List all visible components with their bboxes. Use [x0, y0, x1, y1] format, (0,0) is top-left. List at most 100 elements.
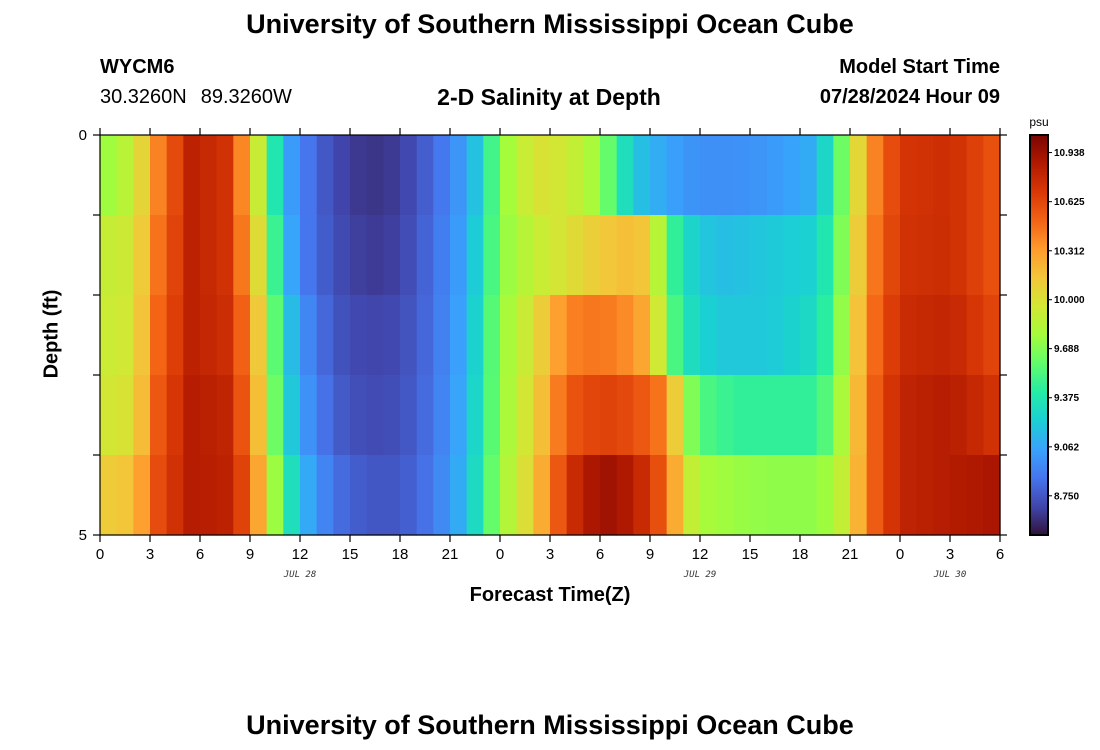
heatmap-cell: [133, 295, 151, 376]
heatmap-cell: [200, 135, 218, 216]
heatmap-cell: [166, 455, 184, 536]
heatmap-cell: [666, 215, 684, 296]
heatmap-cell: [800, 375, 818, 456]
heatmap-cell: [550, 375, 568, 456]
heatmap-cell: [750, 215, 768, 296]
heatmap-cell: [950, 295, 968, 376]
heatmap-cell: [983, 375, 1001, 456]
colorbar-tick-label: 10.000: [1054, 295, 1085, 306]
heatmap-cell: [700, 215, 718, 296]
heatmap-cell: [483, 135, 501, 216]
heatmap-cell: [483, 455, 501, 536]
heatmap-cell: [416, 135, 434, 216]
heatmap-cell: [200, 215, 218, 296]
heatmap-cell: [250, 135, 268, 216]
heatmap-cell: [716, 135, 734, 216]
heatmap-cell: [350, 455, 368, 536]
heatmap-cell: [116, 295, 134, 376]
x-tick-label: 21: [842, 546, 859, 563]
heatmap-cell: [516, 215, 534, 296]
heatmap-cell: [116, 215, 134, 296]
heatmap-cell: [116, 375, 134, 456]
x-tick-label: 0: [896, 546, 904, 563]
heatmap-cell: [866, 295, 884, 376]
heatmap-cell: [450, 215, 468, 296]
heatmap-cell: [583, 375, 601, 456]
x-axis-label: Forecast Time(Z): [469, 584, 631, 606]
heatmap-cell: [800, 455, 818, 536]
heatmap-cell: [600, 135, 618, 216]
heatmap-cell: [133, 135, 151, 216]
heatmap-cell: [766, 375, 784, 456]
heatmap-cell: [216, 375, 234, 456]
x-tick-label: 18: [392, 546, 409, 563]
heatmap-cell: [383, 135, 401, 216]
heatmap-cell: [833, 295, 851, 376]
heatmap-cell: [783, 135, 801, 216]
heatmap-cell: [400, 375, 418, 456]
heatmap-cell: [116, 135, 134, 216]
heatmap-cell: [850, 455, 868, 536]
heatmap-cell: [766, 135, 784, 216]
heatmap-cell: [450, 295, 468, 376]
heatmap-cell: [650, 375, 668, 456]
heatmap-cell: [733, 295, 751, 376]
heatmap-cell: [883, 295, 901, 376]
heatmap-cell: [283, 375, 301, 456]
heatmap-cell: [216, 295, 234, 376]
heatmap-cell: [750, 375, 768, 456]
heatmap-cell: [183, 135, 201, 216]
x-tick-label: 9: [646, 546, 654, 563]
heatmap-cell: [766, 215, 784, 296]
heatmap-cell: [183, 375, 201, 456]
station-coordinates: 30.3260N 89.3260W: [100, 86, 306, 109]
heatmap-cell: [533, 135, 551, 216]
heatmap-cell: [766, 295, 784, 376]
model-start-value: 07/28/2024 Hour 09: [819, 86, 1000, 108]
heatmap-cell: [966, 295, 984, 376]
heatmap-cell: [816, 295, 834, 376]
heatmap-cell: [850, 295, 868, 376]
heatmap-cell: [683, 215, 701, 296]
heatmap-cell: [433, 375, 451, 456]
heatmap-cell: [333, 135, 351, 216]
heatmap-cell: [833, 455, 851, 536]
x-tick-label: 15: [342, 546, 359, 563]
heatmap-cell: [866, 215, 884, 296]
heatmap-cell: [500, 455, 518, 536]
heatmap-cell: [916, 375, 934, 456]
heatmap-cell: [300, 455, 318, 536]
heatmap-cell: [916, 455, 934, 536]
heatmap-cell: [400, 455, 418, 536]
heatmap-cell: [800, 295, 818, 376]
heatmap-cell: [100, 375, 118, 456]
heatmap-cell: [100, 215, 118, 296]
x-tick-label: 6: [196, 546, 204, 563]
heatmap-cell: [566, 295, 584, 376]
heatmap-cell: [216, 455, 234, 536]
colorbar-tick-label: 10.312: [1054, 246, 1085, 257]
heatmap-cell: [833, 375, 851, 456]
date-label: JUL 30: [933, 570, 967, 580]
heatmap-cell: [883, 135, 901, 216]
colorbar-tick-label: 9.375: [1054, 393, 1079, 404]
heatmap-cell: [333, 375, 351, 456]
heatmap-cell: [266, 295, 284, 376]
heatmap-cell: [516, 135, 534, 216]
heatmap-cell: [633, 455, 651, 536]
heatmap-cell: [700, 375, 718, 456]
heatmap-cell: [733, 215, 751, 296]
heatmap-cell: [300, 375, 318, 456]
heatmap-cell: [166, 135, 184, 216]
heatmap-cell: [550, 215, 568, 296]
heatmap-cell: [866, 135, 884, 216]
heatmap-cell: [166, 215, 184, 296]
heatmap-cell: [300, 135, 318, 216]
heatmap-cell: [233, 215, 251, 296]
heatmap-cell: [200, 295, 218, 376]
heatmap-cell: [266, 455, 284, 536]
heatmap-cell: [966, 375, 984, 456]
heatmap-cell: [500, 375, 518, 456]
heatmap-cell: [466, 455, 484, 536]
